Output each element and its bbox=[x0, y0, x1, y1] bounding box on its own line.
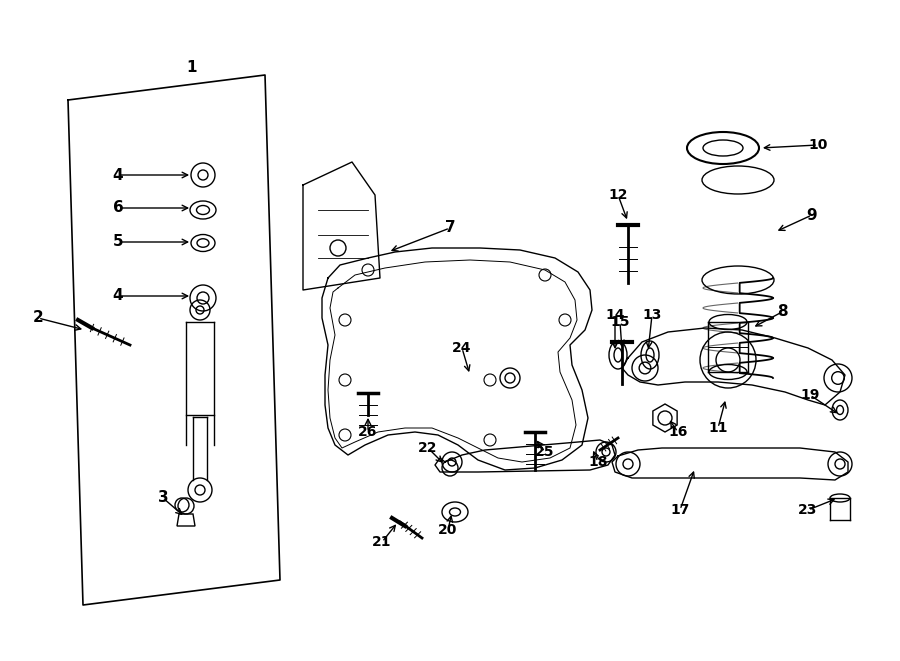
Text: 4: 4 bbox=[112, 167, 123, 182]
Text: 1: 1 bbox=[187, 61, 197, 75]
Text: 4: 4 bbox=[112, 288, 123, 303]
Text: 12: 12 bbox=[608, 188, 628, 202]
Text: 14: 14 bbox=[605, 308, 625, 322]
Text: 13: 13 bbox=[643, 308, 662, 322]
Text: 3: 3 bbox=[158, 490, 168, 506]
Text: 20: 20 bbox=[438, 523, 458, 537]
Text: 2: 2 bbox=[32, 311, 43, 325]
Text: 9: 9 bbox=[806, 208, 817, 223]
Text: 16: 16 bbox=[669, 425, 688, 439]
Text: 6: 6 bbox=[112, 200, 123, 215]
Text: 5: 5 bbox=[112, 235, 123, 249]
Text: 8: 8 bbox=[777, 305, 788, 319]
Text: 7: 7 bbox=[445, 221, 455, 235]
Text: 18: 18 bbox=[589, 455, 608, 469]
Text: 24: 24 bbox=[452, 341, 472, 355]
Text: 11: 11 bbox=[708, 421, 728, 435]
Text: 17: 17 bbox=[670, 503, 689, 517]
Text: 22: 22 bbox=[418, 441, 437, 455]
Text: 26: 26 bbox=[358, 425, 378, 439]
Text: 15: 15 bbox=[610, 315, 630, 329]
Text: 25: 25 bbox=[536, 445, 554, 459]
Text: 19: 19 bbox=[800, 388, 820, 402]
Text: 23: 23 bbox=[798, 503, 818, 517]
Text: 10: 10 bbox=[808, 138, 828, 152]
Text: 21: 21 bbox=[373, 535, 392, 549]
